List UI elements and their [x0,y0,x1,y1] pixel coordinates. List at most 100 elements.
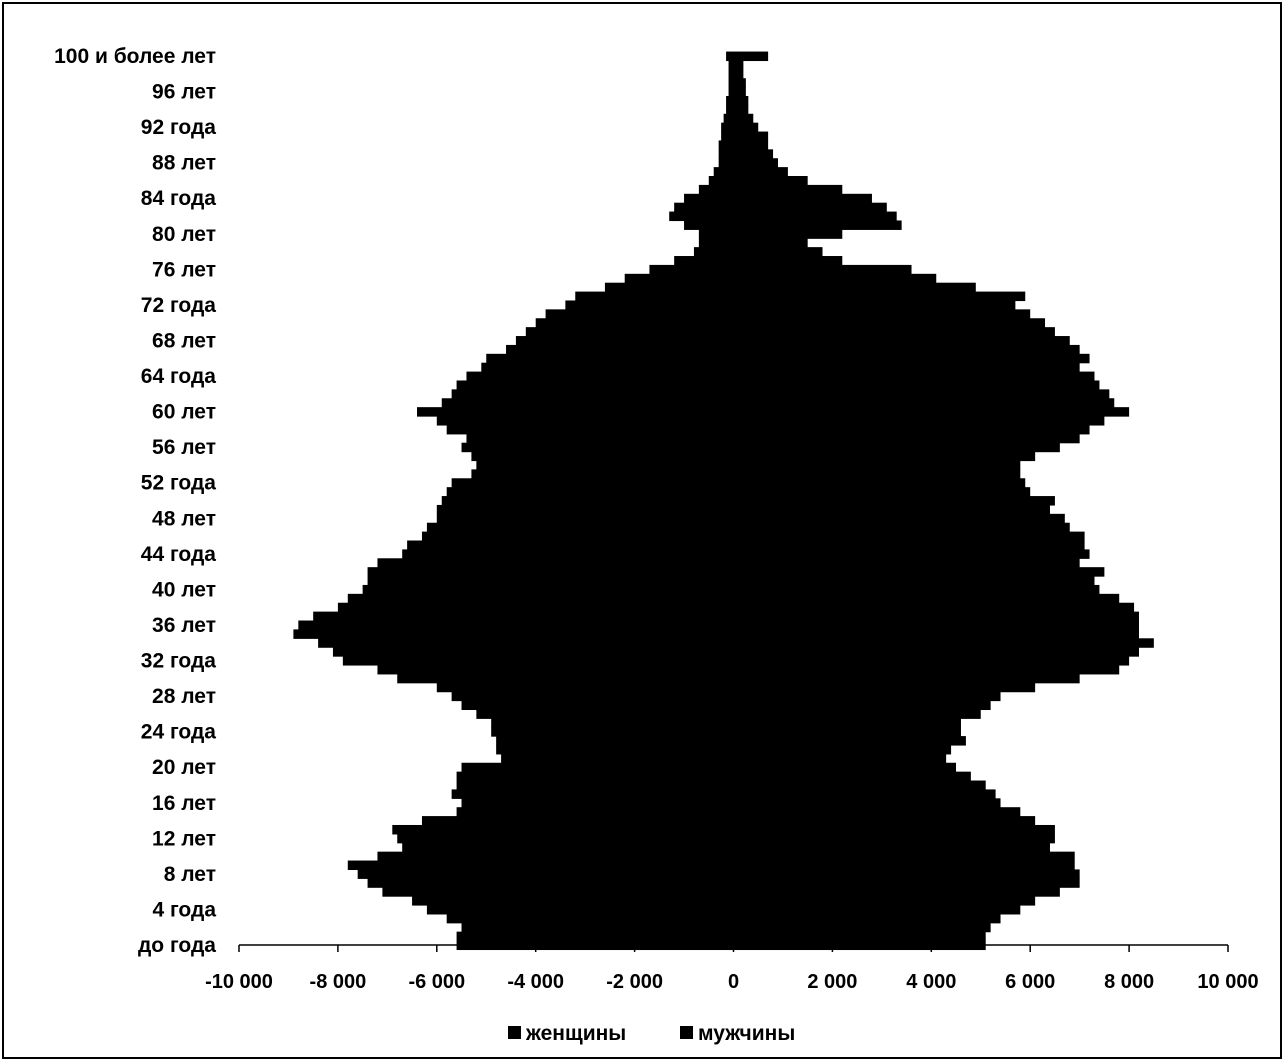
bar-women-age-65 [481,362,734,373]
bar-women-age-23 [496,736,734,746]
y-tick-label-3: 12 лет [152,827,216,850]
bar-women-age-24 [491,727,734,737]
bar-women-age-99 [728,60,734,70]
bar-men-age-35 [733,629,1139,639]
y-tick-label-7: 28 лет [152,685,216,708]
bar-men-age-29 [733,682,1036,693]
bar-men-age-74 [733,282,976,293]
bar-men-age-67 [733,344,1080,355]
bar-women-age-4 [426,905,734,915]
bar-women-age-71 [545,309,734,319]
bar-women-age-98 [728,69,734,79]
bar-women-age-6 [382,887,734,897]
y-tick-label-17: 68 лет [152,329,216,352]
y-tick-label-13: 52 года [141,472,217,495]
bar-men-age-42 [733,567,1105,577]
bar-men-age-16 [733,798,1001,808]
bar-women-age-19 [456,771,734,782]
bar-women-age-46 [421,531,734,542]
y-tick-label-11: 44 года [141,543,217,566]
bar-men-age-19 [733,771,971,782]
y-tick-label-18: 72 года [141,294,217,317]
bar-men-age-81 [733,220,902,230]
legend-label-men: мужчины [698,1022,795,1045]
x-tick-label-10: 10 000 [1197,971,1258,993]
bar-men-age-3 [733,913,1001,924]
bar-women-age-26 [476,709,734,719]
bar-women-age-3 [446,913,734,924]
x-axis-ticks [238,945,1229,952]
bar-men-age-46 [733,531,1085,542]
bar-women-age-92 [721,122,734,133]
bar-women-age-69 [525,327,734,337]
bar-women-age-67 [506,344,734,355]
bar-women-age-70 [535,318,734,328]
bar-men-age-82 [733,211,897,222]
bar-men-age-51 [733,487,1031,497]
bar-women-age-76 [649,264,734,275]
x-tick-label-6: 2 000 [807,971,857,993]
bar-women-age-94 [726,104,734,115]
y-tick-label-0: до года [138,934,216,957]
bar-women-age-53 [471,469,734,479]
bar-men-age-36 [733,620,1139,630]
bar-men-age-17 [733,789,996,799]
bar-men-age-62 [733,389,1110,399]
bar-men-age-10 [733,851,1075,862]
bar-women-age-47 [426,522,734,533]
x-tick-label-7: 4 000 [906,971,956,993]
bar-men-age-90 [733,140,769,150]
bar-women-age-15 [456,807,734,817]
bar-men-age-21 [733,753,947,764]
bar-men-age-7 [733,878,1080,888]
bar-women-age-64 [466,371,734,382]
x-tick-label-3: -4 000 [507,971,564,993]
bar-women-age-1 [456,931,734,942]
y-tick-label-14: 56 лет [152,436,216,459]
bar-women-age-41 [367,576,734,586]
bar-men-age-31 [733,664,1120,675]
bar-women-age-84 [684,193,734,204]
bar-men-age-27 [733,700,991,711]
bar-women-age-42 [367,567,734,577]
bar-women-age-43 [377,558,734,568]
bar-men-age-73 [733,291,1026,302]
bar-women-age-16 [461,798,734,808]
bar-women-age-29 [436,682,734,693]
bar-women-age-79 [698,238,734,248]
y-tick-label-15: 60 лет [152,401,216,424]
y-tick-label-9: 36 лет [152,614,216,637]
bar-men-age-4 [733,905,1021,915]
bar-women-age-58 [446,424,734,435]
bar-men-age-39 [733,593,1120,604]
bar-women-age-90 [718,140,734,150]
y-tick-label-25: 100 и более лет [54,45,216,68]
bar-women-age-83 [674,202,734,213]
bar-men-age-13 [733,824,1055,835]
bar-women-age-63 [456,380,734,390]
bar-women-age-20 [461,762,734,773]
bar-men-age-5 [733,896,1036,906]
bar-women-age-66 [486,353,734,364]
bar-women-age-27 [461,700,734,711]
x-tick-label-5: 0 [728,971,739,993]
bar-men-age-45 [733,540,1085,550]
bar-women-age-9 [347,860,734,871]
bar-women-age-77 [674,256,734,266]
bar-women-age-78 [693,247,734,257]
bar-men-age-91 [733,131,769,142]
bar-men-age-47 [733,522,1070,533]
bar-women-age-21 [501,753,734,764]
bar-women-age-18 [456,780,734,791]
bar-women-age-35 [293,629,734,639]
bar-men-age-6 [733,887,1060,897]
bar-men-age-24 [733,727,961,737]
bar-men-age-77 [733,256,843,266]
bar-women-age-22 [496,744,734,755]
bar-men-age-58 [733,424,1090,435]
bar-women-age-7 [367,878,734,888]
bar-women-age-8 [357,869,734,879]
bar-men-age-83 [733,202,887,213]
bar-women-age-62 [451,389,734,399]
bar-women-age-59 [436,416,734,426]
